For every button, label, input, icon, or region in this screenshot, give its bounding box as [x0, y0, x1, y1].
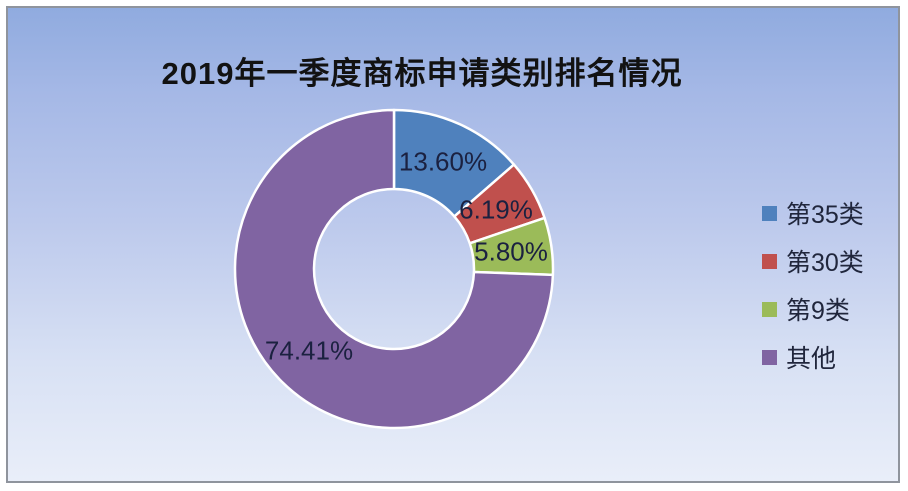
chart-title: 2019年一季度商标申请类别排名情况	[161, 56, 683, 91]
legend: 第35类 第30类 第9类 其他	[762, 189, 864, 381]
legend-swatch-class9	[762, 301, 777, 317]
legend-item-class9: 第9类	[762, 285, 864, 333]
donut-slice-3	[233, 108, 555, 430]
legend-swatch-class30	[762, 253, 777, 269]
legend-label-other: 其他	[786, 345, 837, 373]
legend-item-class35: 第35类	[762, 189, 864, 237]
legend-item-class30: 第30类	[762, 237, 864, 285]
legend-label-class35: 第35类	[786, 201, 864, 229]
legend-swatch-other	[762, 349, 777, 365]
legend-label-class30: 第30类	[786, 249, 864, 277]
donut-chart-svg	[233, 108, 555, 430]
donut-chart	[224, 99, 564, 439]
legend-swatch-class35	[762, 205, 777, 221]
legend-label-class9: 第9类	[786, 297, 850, 325]
legend-item-other: 其他	[762, 333, 864, 381]
